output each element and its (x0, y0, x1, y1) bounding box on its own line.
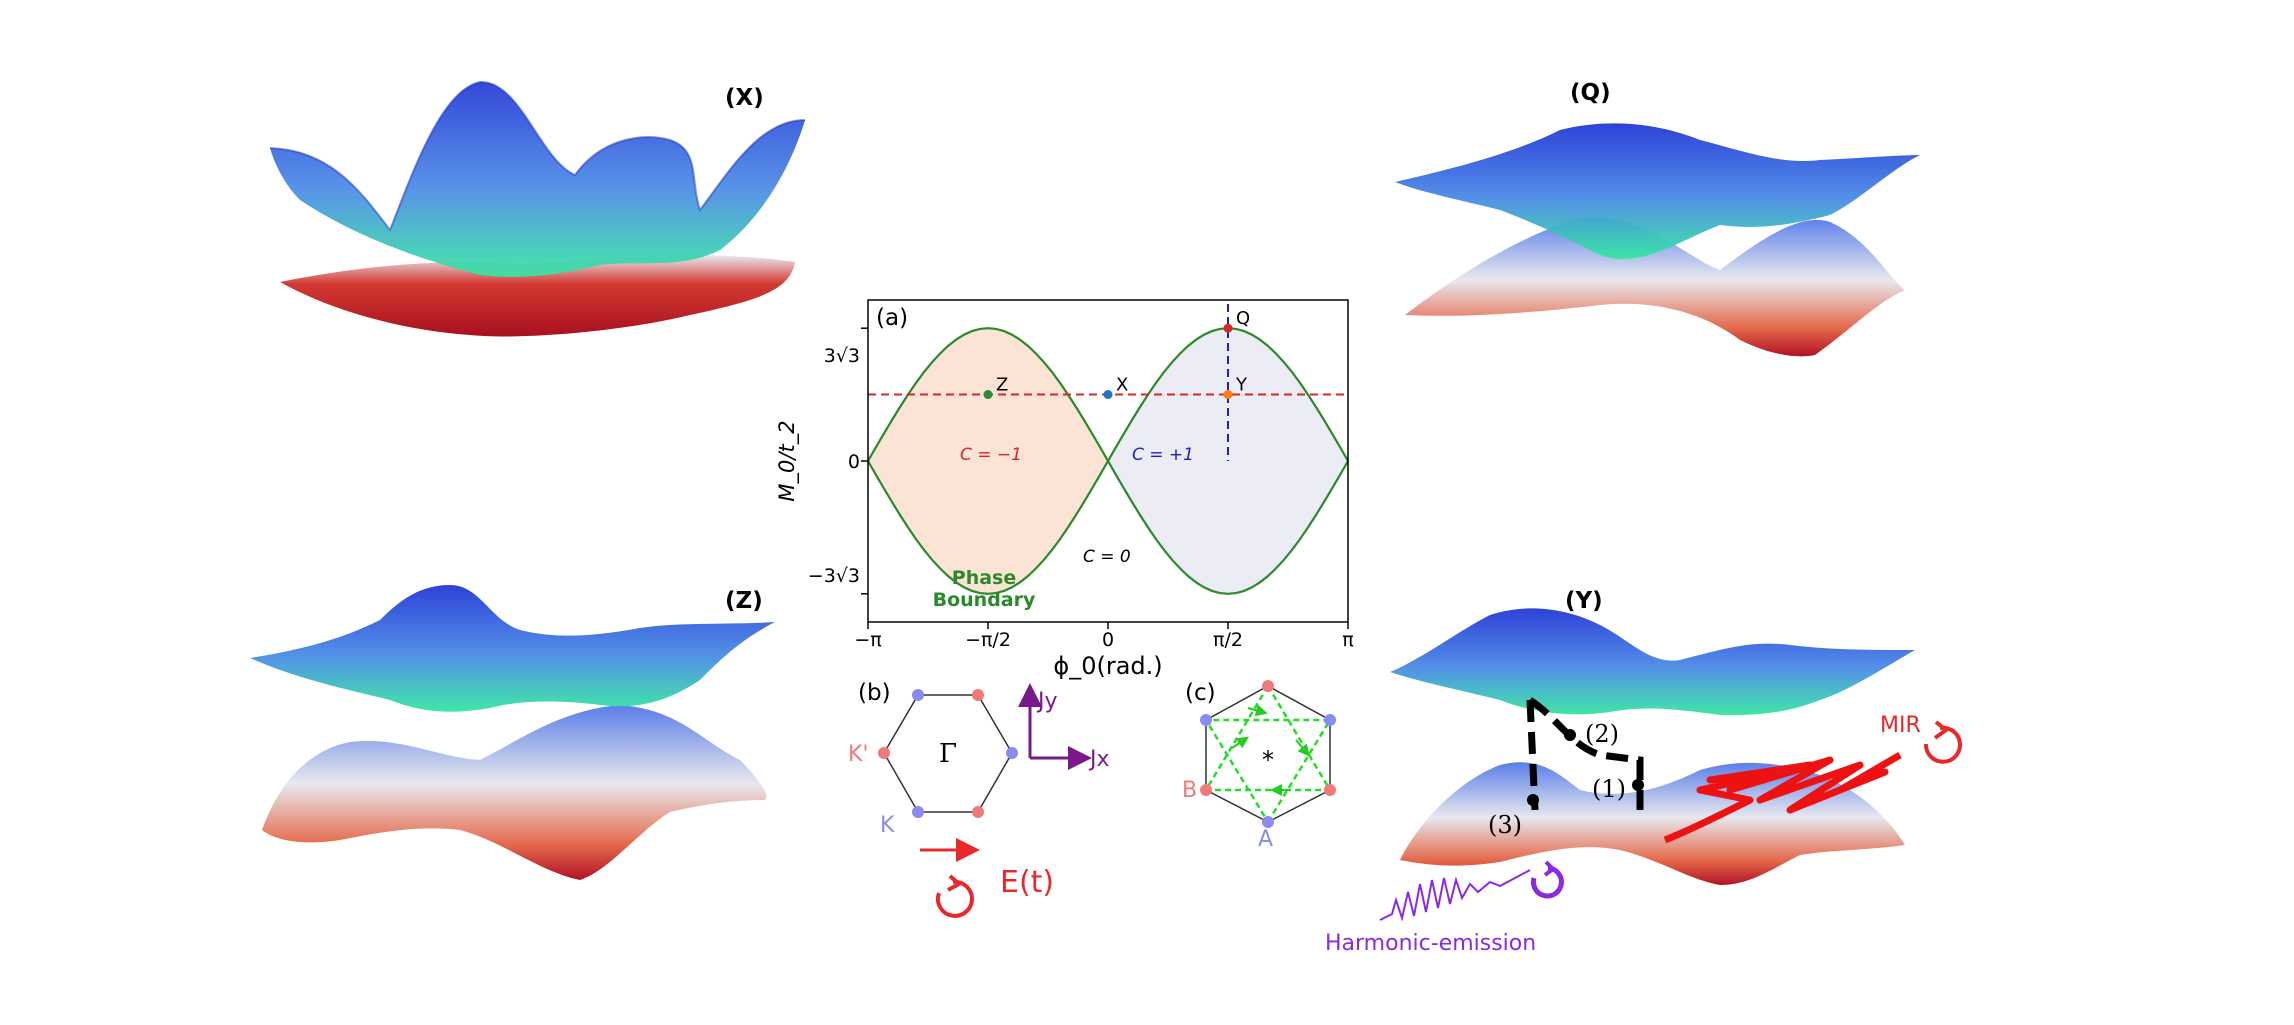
transition-dot-3 (1527, 794, 1539, 806)
phase-diagram: Z X Y Q (a) C = −1 C = +1 C = 0 Phase Bound… (775, 299, 1354, 680)
panel-q-label: (Q) (1570, 80, 1611, 106)
y-tick-label: −3√3 (808, 565, 860, 587)
triangle-a (1203, 683, 1333, 792)
lower-band-x (280, 255, 795, 337)
k-prime-label: K' (848, 742, 868, 767)
lower-band-q (1405, 217, 1905, 357)
mir-polarization-icon (1923, 720, 1962, 764)
y-ticks: 3√3 0 −3√3 (808, 345, 860, 587)
point-label-x: X (1116, 375, 1128, 396)
band-surface-q (1395, 123, 1920, 357)
step-3-label: (3) (1488, 811, 1522, 839)
point-x (1103, 390, 1113, 400)
point-z (983, 390, 993, 400)
step-2-label: (2) (1585, 720, 1619, 748)
mir-label: MIR (1880, 713, 1921, 738)
harmonic-label: Harmonic-emission (1325, 931, 1536, 956)
harmonic-polarization-icon (1530, 860, 1564, 899)
hopping-arrow (1295, 739, 1310, 757)
band-surface-x (269, 80, 806, 337)
x-tick-label: π (1342, 629, 1353, 651)
e-field-label: E(t) (1000, 865, 1054, 900)
panel-c-label: (c) (1185, 680, 1216, 706)
plot-area: Z X Y Q (861, 304, 1349, 629)
k-prime-point (912, 689, 924, 701)
point-y (1223, 390, 1233, 400)
x-axis-label: ϕ_0(rad.) (1053, 652, 1162, 680)
transition-dot-2 (1564, 729, 1576, 741)
k-point (972, 689, 984, 701)
k-point (878, 747, 890, 759)
transition-dot-1 (1632, 779, 1644, 791)
plot-frame (867, 299, 1349, 623)
k-label: K (880, 813, 895, 838)
circular-polarization-icon (935, 874, 974, 918)
hopping-arrow (1231, 736, 1249, 749)
region-c-minus-label: C = −1 (960, 445, 1022, 465)
point-label-z: Z (996, 375, 1008, 396)
harmonic-wave (1379, 869, 1531, 922)
phase-boundary-label-1: Phase (952, 567, 1016, 589)
phase-boundary-label-2: Boundary (933, 589, 1036, 611)
region-c-zero-label: C = 0 (1083, 547, 1131, 567)
site-a (1262, 680, 1274, 692)
sublattice-b-label: B (1182, 778, 1197, 803)
panel-b-brillouin-zone: (b) Γ K' K Jy Jx E(t) (848, 680, 1110, 918)
x-tick-label: −π (854, 629, 881, 651)
site-a (1324, 784, 1336, 796)
plot-panel-label: (a) (876, 305, 908, 331)
jy-label: Jy (1036, 689, 1058, 714)
x-ticks: −π −π/2 0 π/2 π (854, 629, 1353, 651)
band-surface-y: (2) (1) (3) MIR Harmonic-emission (1325, 608, 1962, 956)
site-b (1324, 714, 1336, 726)
site-b (1200, 714, 1212, 726)
transition-path (1526, 697, 1644, 811)
sublattice-a-label: A (1258, 827, 1273, 852)
upper-band-x-ridge (269, 80, 806, 233)
x-tick-label: −π/2 (965, 629, 1011, 651)
y-axis-label: M_0/t_2 (775, 420, 800, 501)
k-prime-point (1006, 747, 1018, 759)
upper-band-z (250, 585, 775, 712)
point-q (1223, 323, 1233, 333)
hopping-arrow (1247, 704, 1268, 717)
lower-band-z (262, 705, 767, 880)
panel-z-label: (Z) (725, 588, 763, 614)
x-tick-label: 0 (1102, 629, 1114, 651)
jx-label: Jx (1088, 747, 1110, 772)
y-tick-label: 0 (848, 451, 860, 473)
k-point (972, 806, 984, 818)
panel-x-label: (X) (725, 85, 764, 111)
gamma-label: Γ (939, 739, 957, 769)
upper-band-y (1390, 608, 1915, 716)
upper-band-q (1395, 123, 1920, 260)
point-label-y: Y (1235, 375, 1248, 396)
lattice-center-mark: * (1262, 746, 1274, 774)
y-tick-label: 3√3 (824, 345, 860, 367)
panel-c-lattice: (c) * B A (1182, 680, 1336, 852)
panel-y-label: (Y) (1565, 588, 1603, 614)
panel-b-label: (b) (858, 680, 891, 706)
band-surface-z (250, 585, 775, 880)
upper-band-x (270, 81, 805, 277)
x-tick-label: π/2 (1213, 629, 1243, 651)
k-prime-point (912, 806, 924, 818)
site-b (1262, 816, 1274, 828)
point-label-q: Q (1236, 308, 1250, 329)
site-a (1200, 784, 1212, 796)
step-1-label: (1) (1592, 775, 1626, 803)
phase-boundary-lower (867, 458, 1349, 595)
mir-wave (1663, 751, 1902, 844)
region-c-plus-label: C = +1 (1132, 445, 1194, 465)
triangle-b (1203, 718, 1333, 825)
